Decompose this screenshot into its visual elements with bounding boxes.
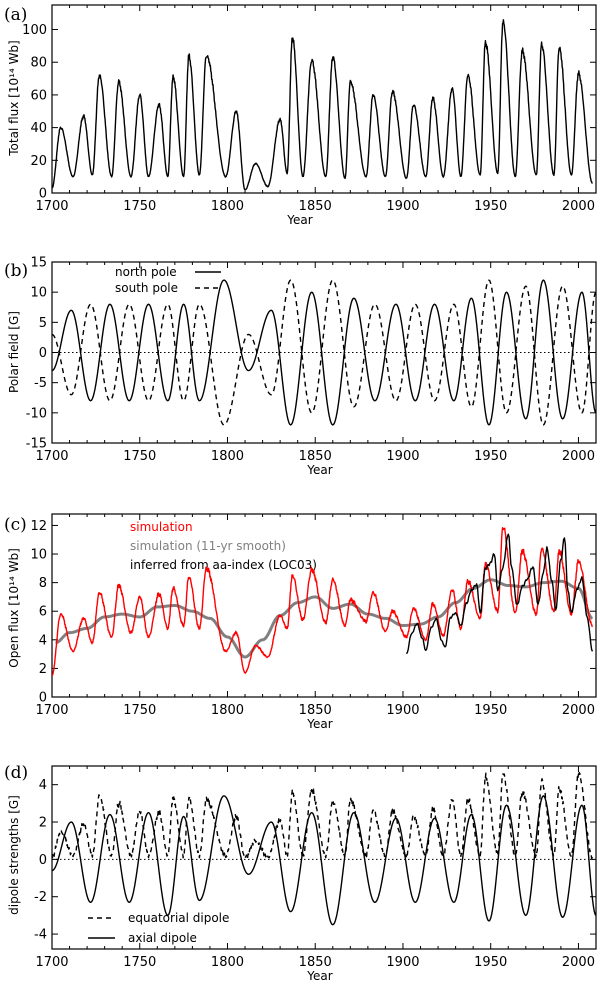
series-equatorial-dipole bbox=[52, 771, 594, 860]
y-tick-label: 8 bbox=[39, 576, 47, 591]
panel-c-ylabel: Open flux [10¹⁴ Wb] bbox=[7, 548, 21, 668]
panel-a-ylabel: Total flux [10¹⁴ Wb] bbox=[7, 40, 21, 156]
x-tick-label: 1950 bbox=[474, 199, 507, 214]
y-tick-label: 5 bbox=[39, 316, 47, 331]
y-tick-label: 40 bbox=[30, 121, 47, 136]
x-tick-label: 1850 bbox=[299, 955, 332, 970]
x-tick-label: 2000 bbox=[562, 199, 595, 214]
x-tick-label: 1750 bbox=[123, 703, 156, 718]
x-tick-label: 1800 bbox=[211, 449, 244, 464]
x-tick-label: 1800 bbox=[211, 703, 244, 718]
panel-d-legend: equatorial dipole axial dipole bbox=[88, 911, 229, 945]
x-tick-label: 1750 bbox=[123, 199, 156, 214]
y-tick-label: -2 bbox=[34, 890, 47, 905]
legend-smooth-label: simulation (11-yr smooth) bbox=[130, 539, 286, 553]
y-tick-label: 100 bbox=[22, 23, 47, 38]
panel-b: (b) Year Polar field [G] north pole sout… bbox=[4, 256, 597, 477]
panel-d-ylabel: dipole strengths [G] bbox=[7, 795, 21, 915]
plot-frame bbox=[51, 513, 597, 698]
panel-b-ylabel: Polar field [G] bbox=[7, 311, 21, 393]
legend-simulation-label: simulation bbox=[130, 520, 193, 534]
legend-south-pole-label: south pole bbox=[115, 281, 178, 295]
x-tick-label: 1950 bbox=[474, 955, 507, 970]
panel-b-xlabel: Year bbox=[306, 463, 332, 477]
y-tick-label: 0 bbox=[39, 187, 47, 202]
x-tick-label: 1850 bbox=[299, 199, 332, 214]
panel-c-letter: (c) bbox=[4, 515, 27, 535]
y-tick-label: 2 bbox=[39, 662, 47, 677]
series-simulation-11-yr-smooth bbox=[54, 578, 594, 659]
y-tick-label: 0 bbox=[39, 691, 47, 706]
panel-d-letter: (d) bbox=[4, 763, 28, 783]
y-tick-label: 2 bbox=[39, 816, 47, 831]
y-tick-label: 10 bbox=[30, 548, 47, 563]
x-tick-label: 1850 bbox=[299, 449, 332, 464]
panel-c-xlabel: Year bbox=[306, 717, 332, 731]
y-tick-label: 10 bbox=[30, 286, 47, 301]
y-tick-label: 20 bbox=[30, 154, 47, 169]
y-tick-label: 60 bbox=[30, 88, 47, 103]
panel-d-xlabel: Year bbox=[306, 969, 332, 983]
series-inferred-from-aa-index-loc03 bbox=[405, 533, 594, 655]
x-tick-label: 1850 bbox=[299, 703, 332, 718]
panel-c-legend: simulation simulation (11-yr smooth) inf… bbox=[130, 520, 317, 572]
x-tick-label: 2000 bbox=[562, 449, 595, 464]
x-tick-label: 1950 bbox=[474, 703, 507, 718]
y-tick-label: 12 bbox=[30, 519, 47, 534]
x-tick-label: 1900 bbox=[386, 955, 419, 970]
panel-b-letter: (b) bbox=[4, 261, 28, 281]
plot-frame bbox=[51, 4, 597, 194]
y-tick-label: -4 bbox=[34, 928, 47, 943]
y-tick-label: 4 bbox=[39, 778, 47, 793]
series-axial-dipole bbox=[52, 795, 596, 926]
y-tick-label: 0 bbox=[39, 853, 47, 868]
x-tick-label: 1700 bbox=[35, 199, 68, 214]
x-tick-label: 1900 bbox=[386, 449, 419, 464]
legend-north-pole-label: north pole bbox=[115, 265, 177, 279]
y-tick-label: 6 bbox=[39, 605, 47, 620]
panel-a-xlabel: Year bbox=[286, 213, 312, 227]
series-simulation bbox=[52, 526, 594, 677]
panel-a: (a) Year Total flux [10¹⁴ Wb] 1700 1750 18… bbox=[4, 4, 597, 227]
series-north-pole bbox=[52, 279, 596, 426]
x-tick-label: 1750 bbox=[123, 955, 156, 970]
series-south-pole bbox=[52, 279, 596, 426]
x-tick-label: 1950 bbox=[474, 449, 507, 464]
y-tick-label: -15 bbox=[26, 437, 47, 452]
x-tick-label: 1700 bbox=[35, 449, 68, 464]
legend-equatorial-label: equatorial dipole bbox=[128, 911, 229, 925]
panel-b-legend: north pole south pole bbox=[115, 265, 221, 295]
y-tick-label: 0 bbox=[39, 346, 47, 361]
y-tick-label: -5 bbox=[34, 376, 47, 391]
x-tick-label: 1800 bbox=[211, 955, 244, 970]
y-tick-label: -10 bbox=[26, 406, 47, 421]
panel-c: (c) Year Open flux [10¹⁴ Wb] simulation … bbox=[4, 513, 597, 731]
x-tick-label: 1900 bbox=[386, 703, 419, 718]
x-tick-label: 1800 bbox=[211, 199, 244, 214]
legend-axial-label: axial dipole bbox=[128, 931, 197, 945]
y-tick-label: 15 bbox=[30, 256, 47, 271]
legend-aa-index-label: inferred from aa-index (LOC03) bbox=[130, 558, 317, 572]
y-tick-label: 4 bbox=[39, 633, 47, 648]
x-tick-label: 1700 bbox=[35, 703, 68, 718]
panel-d: (d) Year dipole strengths [G] equatorial… bbox=[4, 763, 597, 983]
x-tick-label: 2000 bbox=[562, 955, 595, 970]
x-tick-label: 2000 bbox=[562, 703, 595, 718]
series-total-flux bbox=[52, 19, 593, 191]
panel-a-letter: (a) bbox=[4, 5, 27, 25]
x-tick-label: 1700 bbox=[35, 955, 68, 970]
y-tick-label: 80 bbox=[30, 56, 47, 71]
x-tick-label: 1900 bbox=[386, 199, 419, 214]
x-tick-label: 1750 bbox=[123, 449, 156, 464]
